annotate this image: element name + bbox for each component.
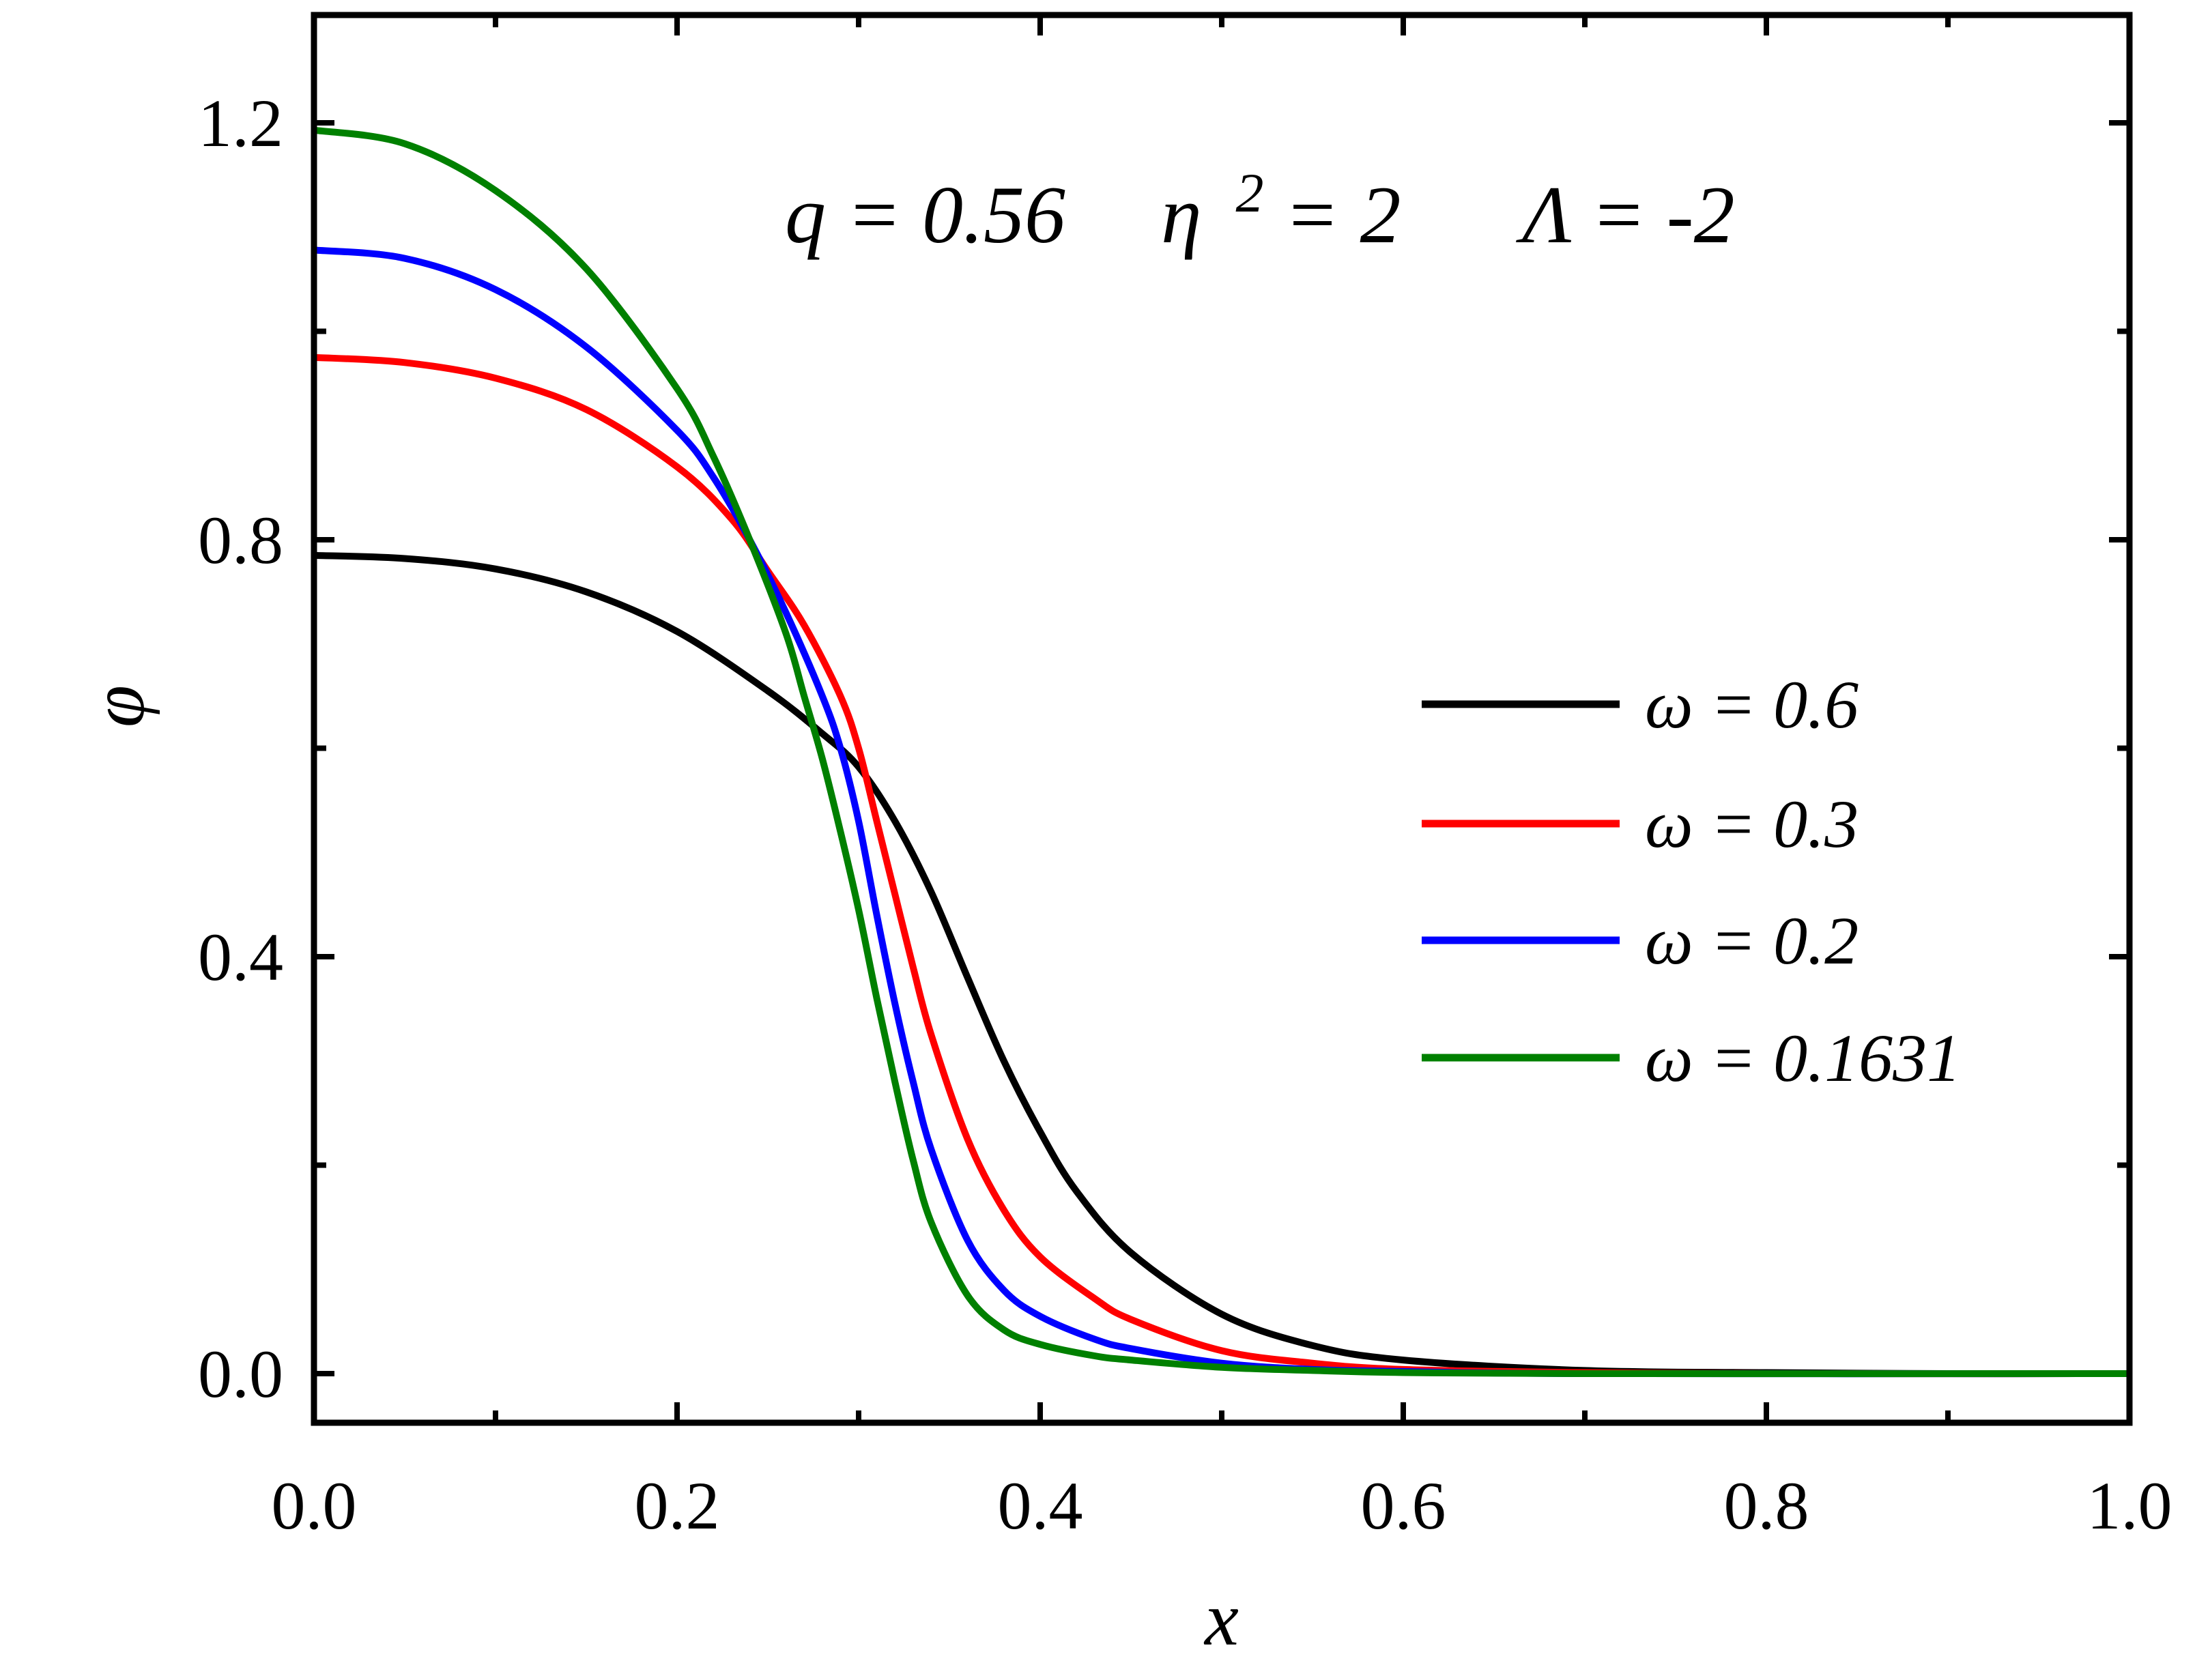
x-axis-label: x <box>1203 1577 1239 1662</box>
x-tick-label: 0.6 <box>1361 1468 1446 1544</box>
legend-label-black: ω = 0.6 <box>1645 667 1859 742</box>
series-line-green <box>313 126 2130 1378</box>
y-tick-labels: 0.0 0.4 0.8 1.2 <box>198 85 283 1412</box>
legend-label-green: ω = 0.1631 <box>1645 1020 1961 1096</box>
legend-label-red: ω = 0.3 <box>1645 786 1859 862</box>
y-tick-label: 0.4 <box>198 919 283 995</box>
x-tick-label: 0.8 <box>1724 1468 1809 1544</box>
parameter-annotation: q = 0.56 η 2 = 2 Λ = -2 <box>785 139 1735 260</box>
y-tick-label: 1.2 <box>198 85 283 161</box>
plot-frame <box>311 12 2133 1426</box>
x-tick-label: 1.0 <box>2087 1468 2172 1544</box>
annotation-q: q = 0.56 <box>785 169 1065 260</box>
annotation-eta-exponent: 2 <box>1236 162 1264 224</box>
legend-label-blue: ω = 0.2 <box>1645 903 1859 979</box>
series-line-red <box>313 353 2130 1378</box>
y-tick-label: 0.0 <box>198 1336 283 1412</box>
x-tick-label: 0.0 <box>272 1468 357 1544</box>
x-tick-label: 0.2 <box>635 1468 720 1544</box>
x-tick-labels: 0.0 0.2 0.4 0.6 0.8 1.0 <box>272 1468 2172 1544</box>
y-tick-label: 0.8 <box>198 502 283 578</box>
y-axis-label: φ <box>76 685 160 727</box>
annotation-eta: η <box>1161 169 1202 260</box>
series-lines <box>313 126 2130 1378</box>
legend: ω = 0.6 ω = 0.3 ω = 0.2 ω = 0.1631 <box>1422 667 1961 1096</box>
x-tick-label: 0.4 <box>998 1468 1083 1544</box>
annotation-lambda: Λ = -2 <box>1515 169 1734 260</box>
annotation-eta-value: = 2 <box>1285 169 1401 260</box>
